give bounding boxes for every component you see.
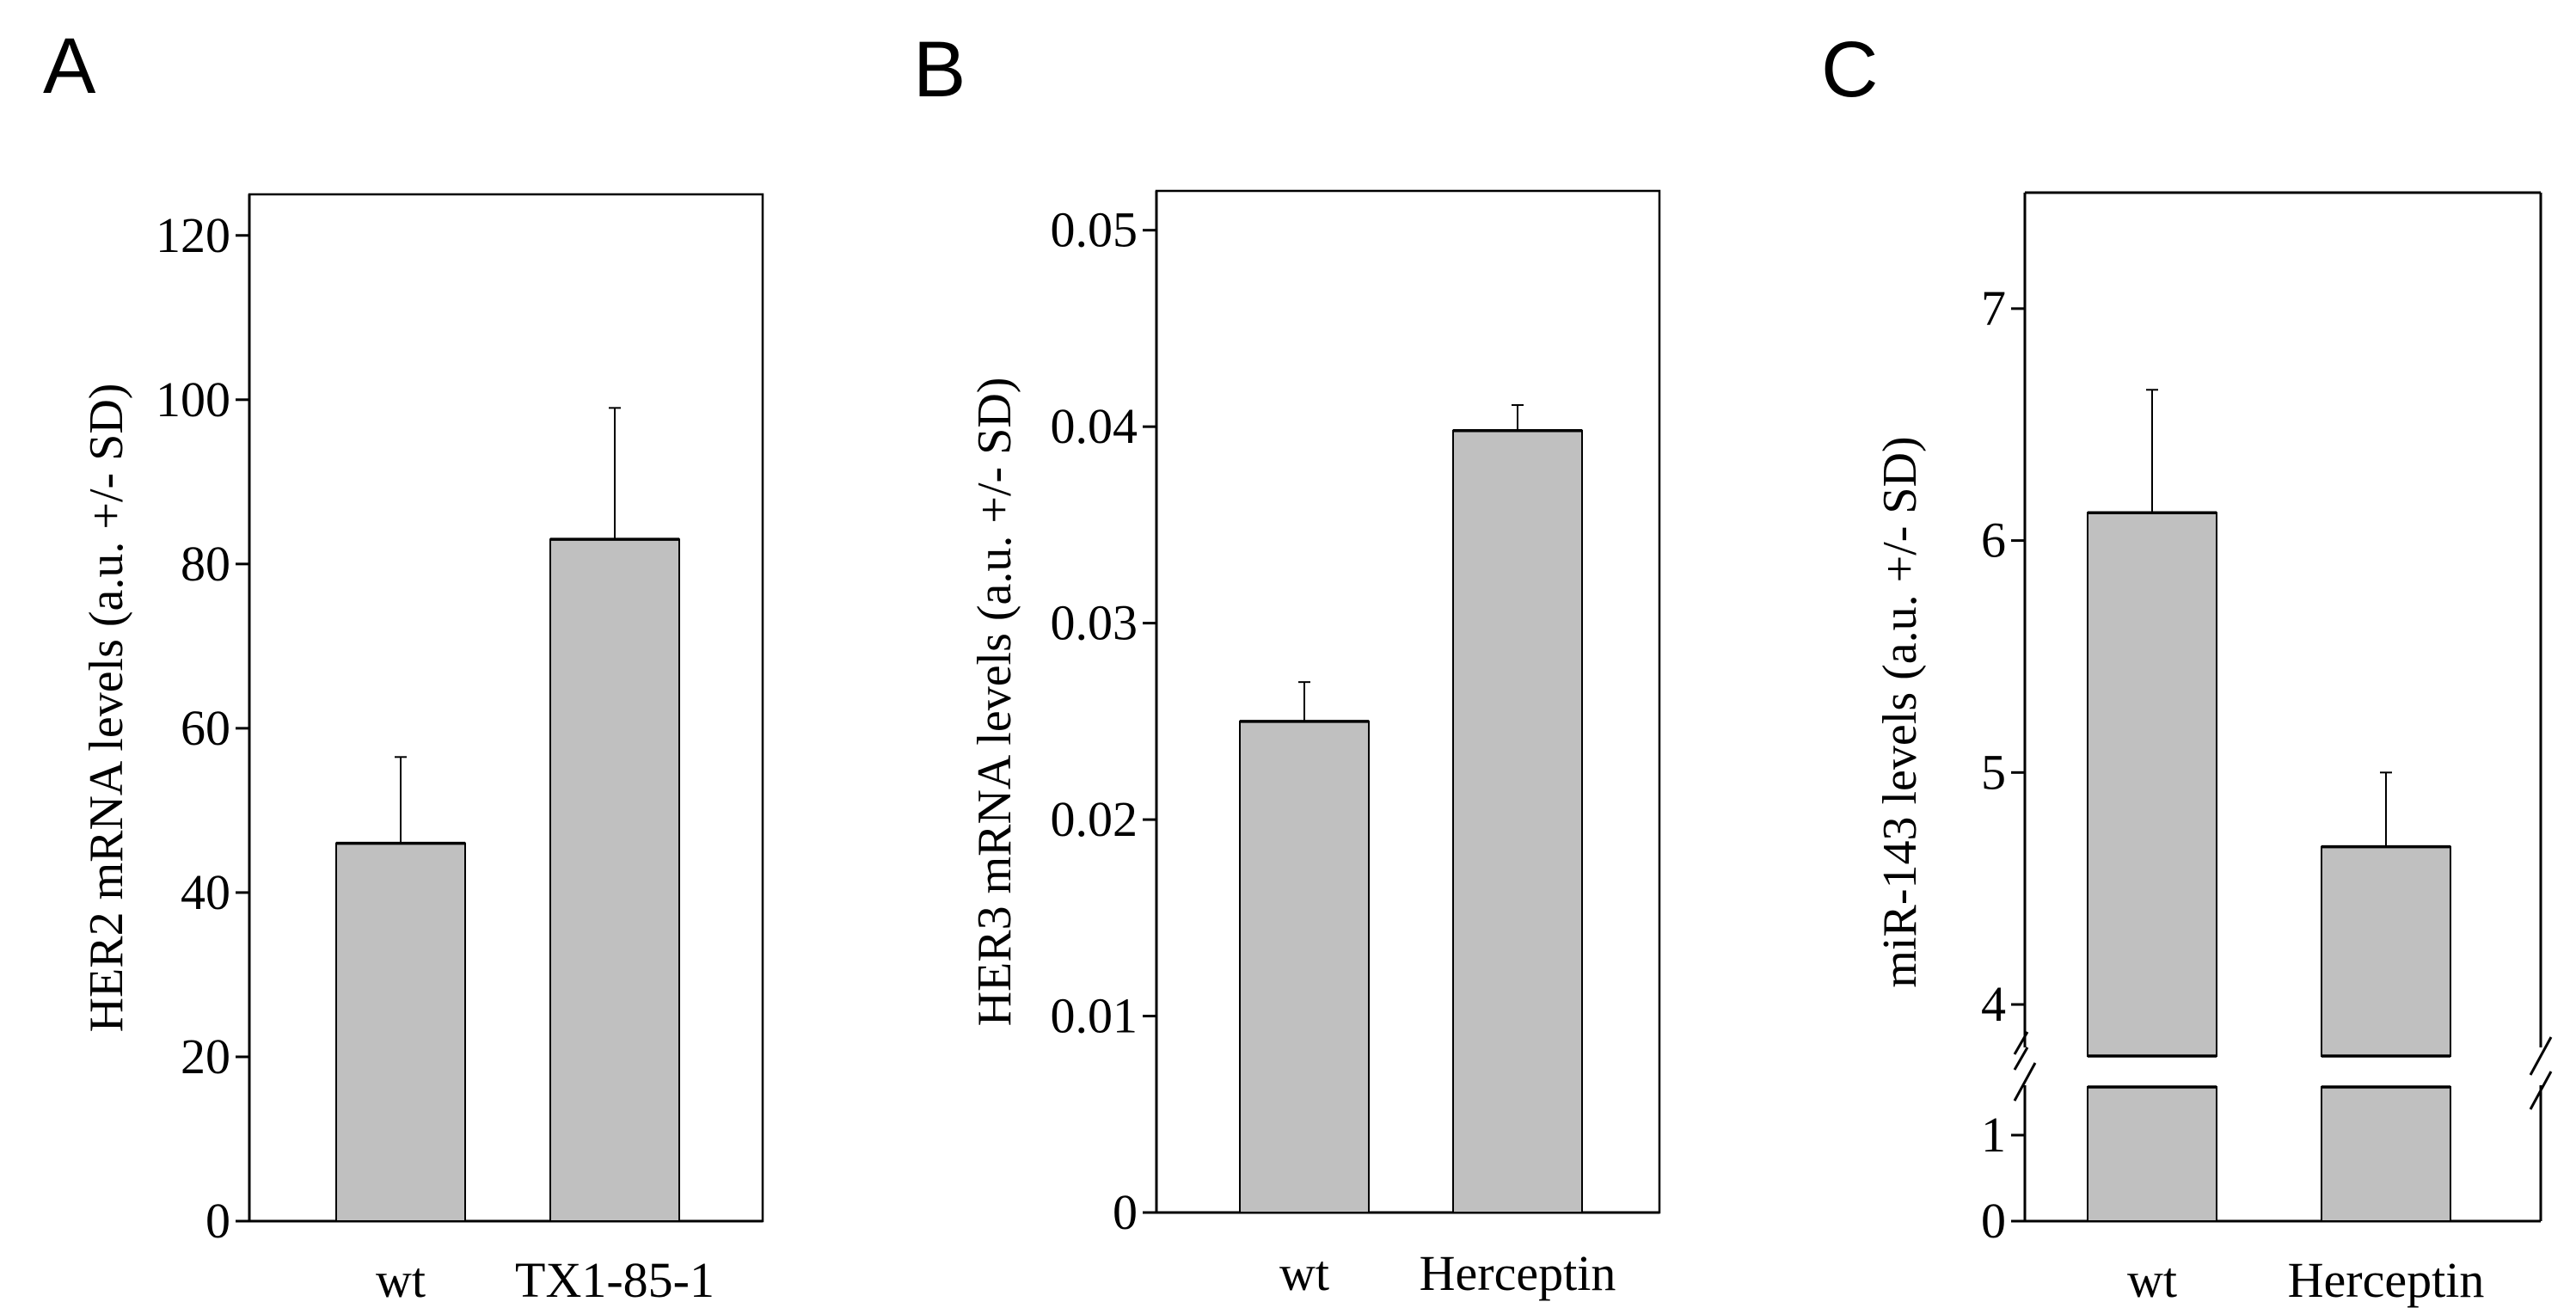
panel-a-y-axis-label: HER2 mRNA levels (a.u. +/- SD): [80, 384, 133, 1033]
panel-c-category-label: Herceptin: [2288, 1252, 2485, 1308]
panel-c-break-mark: [2529, 1071, 2553, 1110]
panel-c-y-ticks: 0 1 4 5 6 7: [1981, 280, 2025, 1249]
y-tick-label: 100: [156, 371, 230, 427]
panel-c-axis-break-right: [2529, 1036, 2553, 1110]
y-tick-label: 0: [1113, 1184, 1138, 1240]
panel-c: C 0 1 4 5 6 7 wt Herceptin miR-143 levels (a.…: [1821, 26, 2553, 1308]
bar: [549, 538, 680, 1222]
panel-b-frame: [1155, 189, 1661, 1214]
y-tick-label: 60: [181, 700, 230, 756]
panel-a-frame: [248, 193, 764, 1223]
bar-upper-segment: [2321, 845, 2451, 1057]
panel-c-break-mark: [2013, 1062, 2037, 1102]
panel-c-break-mark: [2013, 1047, 2029, 1071]
y-tick-label: 20: [181, 1028, 230, 1084]
y-tick-label: 0.02: [1051, 791, 1138, 847]
panel-c-y-axis-label: miR-143 levels (a.u. +/- SD): [1874, 436, 1927, 987]
panel-c-letter: C: [1821, 26, 1878, 114]
panel-b-letter: B: [913, 26, 966, 114]
panel-b-category-label: Herceptin: [1420, 1245, 1616, 1301]
y-tick-label: 0: [1981, 1193, 2006, 1249]
y-tick-label: 0.04: [1051, 398, 1138, 454]
bar-upper-segment: [2087, 512, 2217, 1057]
y-tick-label: 0.05: [1051, 202, 1138, 258]
panel-b-bars: [1239, 404, 1583, 1213]
y-tick-label: 0.03: [1051, 595, 1138, 651]
bar-lower-segment: [2321, 1086, 2451, 1222]
y-tick-label: 1: [1981, 1107, 2006, 1163]
y-tick-label: 0: [205, 1193, 230, 1249]
y-tick-label: 80: [181, 536, 230, 592]
y-tick-label: 0.01: [1051, 988, 1138, 1044]
panel-a-y-ticks: 0 20 40 60 80 100 120: [156, 207, 249, 1249]
panel-c-break-mark: [2013, 1031, 2029, 1055]
y-tick-label: 40: [181, 864, 230, 920]
panel-a: A 0 20 40 60 80 100 120 wt TX1-85-1 HER2 mRNA …: [43, 22, 764, 1308]
panel-c-category-label: wt: [2127, 1252, 2177, 1308]
panel-c-break-mark: [2529, 1036, 2553, 1076]
bar: [1452, 429, 1583, 1213]
panel-b-y-ticks: 0 0.01 0.02 0.03 0.04 0.05: [1051, 202, 1156, 1240]
panel-b-y-axis-label: HER3 mRNA levels (a.u. +/- SD): [968, 378, 1021, 1027]
bar: [1239, 720, 1370, 1213]
panel-c-bars: [2087, 389, 2451, 1222]
y-tick-label: 7: [1981, 280, 2006, 336]
bar-lower-segment: [2087, 1086, 2217, 1222]
panel-a-letter: A: [43, 22, 96, 110]
panel-b: B 0 0.01 0.02 0.03 0.04 0.05 wt Herceptin HER…: [913, 26, 1661, 1301]
panel-b-category-label: wt: [1279, 1245, 1329, 1301]
y-tick-label: 6: [1981, 513, 2006, 568]
y-tick-label: 120: [156, 207, 230, 263]
bar: [335, 842, 466, 1222]
panel-a-bars: [335, 407, 680, 1222]
y-tick-label: 5: [1981, 744, 2006, 800]
panel-c-axis-break-left: [2013, 1031, 2037, 1102]
panel-a-category-label: wt: [376, 1252, 426, 1308]
y-tick-label: 4: [1981, 976, 2006, 1032]
panel-a-category-label: TX1-85-1: [515, 1252, 715, 1308]
